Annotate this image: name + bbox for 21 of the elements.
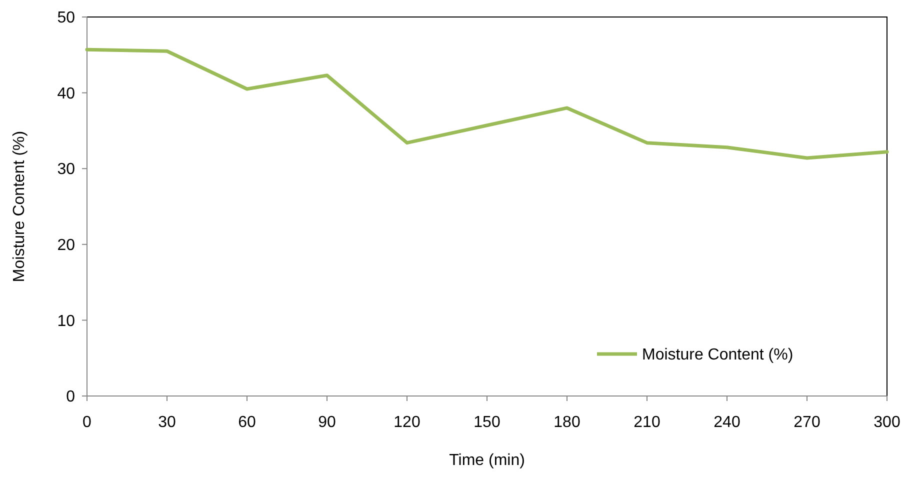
x-tick-label: 150	[474, 414, 500, 431]
x-tick-label: 270	[794, 414, 820, 431]
x-tick-label: 240	[714, 414, 740, 431]
x-tick-label: 60	[238, 414, 256, 431]
x-tick-label: 30	[158, 414, 176, 431]
y-tick-label: 30	[57, 161, 76, 178]
y-tick-label: 0	[66, 388, 76, 406]
legend-label: Moisture Content (%)	[642, 346, 794, 364]
x-tick-label: 180	[554, 414, 580, 431]
y-tick-label: 40	[57, 85, 76, 102]
y-axis-title: Moisture Content (%)	[11, 130, 28, 282]
y-tick-label: 10	[57, 312, 76, 330]
x-tick-label: 300	[874, 414, 900, 431]
x-tick-label: 120	[394, 414, 420, 431]
x-tick-label: 210	[634, 414, 660, 431]
line-series	[85, 48, 889, 160]
x-axis-title: Time (min)	[449, 452, 525, 469]
y-tick-label: 50	[57, 10, 76, 27]
x-tick-label: 90	[318, 414, 336, 431]
y-tick-label: 20	[57, 237, 76, 254]
x-tick-label: 0	[82, 414, 92, 431]
